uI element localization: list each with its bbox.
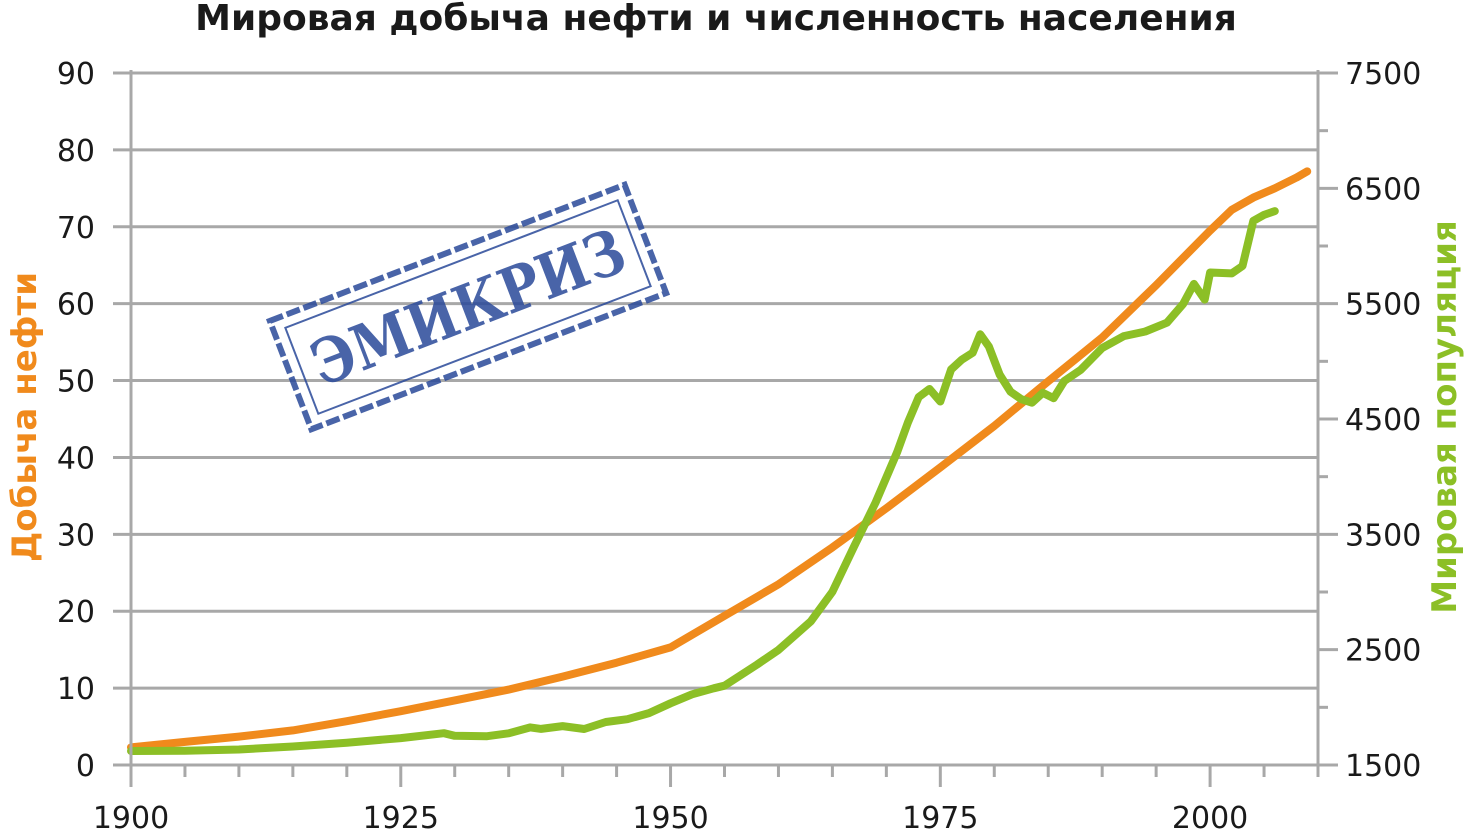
oil-series-line bbox=[127, 167, 1312, 752]
stamp-watermark: ЭМИКРИЗ bbox=[265, 180, 671, 434]
y-right-tick-label: 4500 bbox=[1345, 403, 1421, 438]
y-right-tick-label: 2500 bbox=[1345, 634, 1421, 669]
y-axis-right-label: Мировая популяция bbox=[1425, 220, 1465, 614]
y-left-tick-label: 40 bbox=[57, 441, 95, 476]
axes-layer bbox=[113, 70, 1338, 787]
population-series-line bbox=[127, 207, 1279, 755]
grid-lines bbox=[131, 71, 1318, 690]
y-right-tick-label: 3500 bbox=[1345, 518, 1421, 553]
x-tick-label: 1975 bbox=[902, 801, 978, 831]
y-right-tick-label: 5500 bbox=[1345, 288, 1421, 323]
y-left-tick-label: 0 bbox=[76, 749, 95, 784]
x-tick-label: 1950 bbox=[632, 801, 708, 831]
y-left-tick-label: 70 bbox=[57, 211, 95, 246]
y-left-tick-label: 30 bbox=[57, 518, 95, 553]
y-left-tick-label: 20 bbox=[57, 595, 95, 630]
y-left-tick-label: 50 bbox=[57, 365, 95, 400]
x-tick-label: 1925 bbox=[363, 801, 439, 831]
y-left-tick-label: 90 bbox=[57, 57, 95, 92]
y-axis-left-label: Добыча нефти bbox=[5, 272, 45, 562]
x-tick-label: 1900 bbox=[93, 801, 169, 831]
chart-title: Мировая добыча нефти и численность насел… bbox=[195, 0, 1237, 39]
y-right-tick-label: 6500 bbox=[1345, 172, 1421, 207]
stamp-group: ЭМИКРИЗ bbox=[265, 180, 671, 434]
stamp-border-inner bbox=[284, 198, 652, 416]
tick-labels: 0 10 20 30 40 50 60 70 80 90 1500 2500 3500 4500 5500 6… bbox=[57, 57, 1422, 831]
y-left-tick-label: 10 bbox=[57, 672, 95, 707]
stamp-text: ЭМИКРИЗ bbox=[301, 214, 635, 400]
y-left-tick-label: 80 bbox=[57, 134, 95, 169]
stamp-border-outer bbox=[265, 180, 671, 434]
y-left-tick-label: 60 bbox=[57, 288, 95, 323]
series-layer bbox=[127, 167, 1312, 755]
x-tick-label: 2000 bbox=[1172, 801, 1248, 831]
y-right-tick-label: 1500 bbox=[1345, 749, 1421, 784]
y-right-tick-label: 7500 bbox=[1345, 57, 1421, 92]
